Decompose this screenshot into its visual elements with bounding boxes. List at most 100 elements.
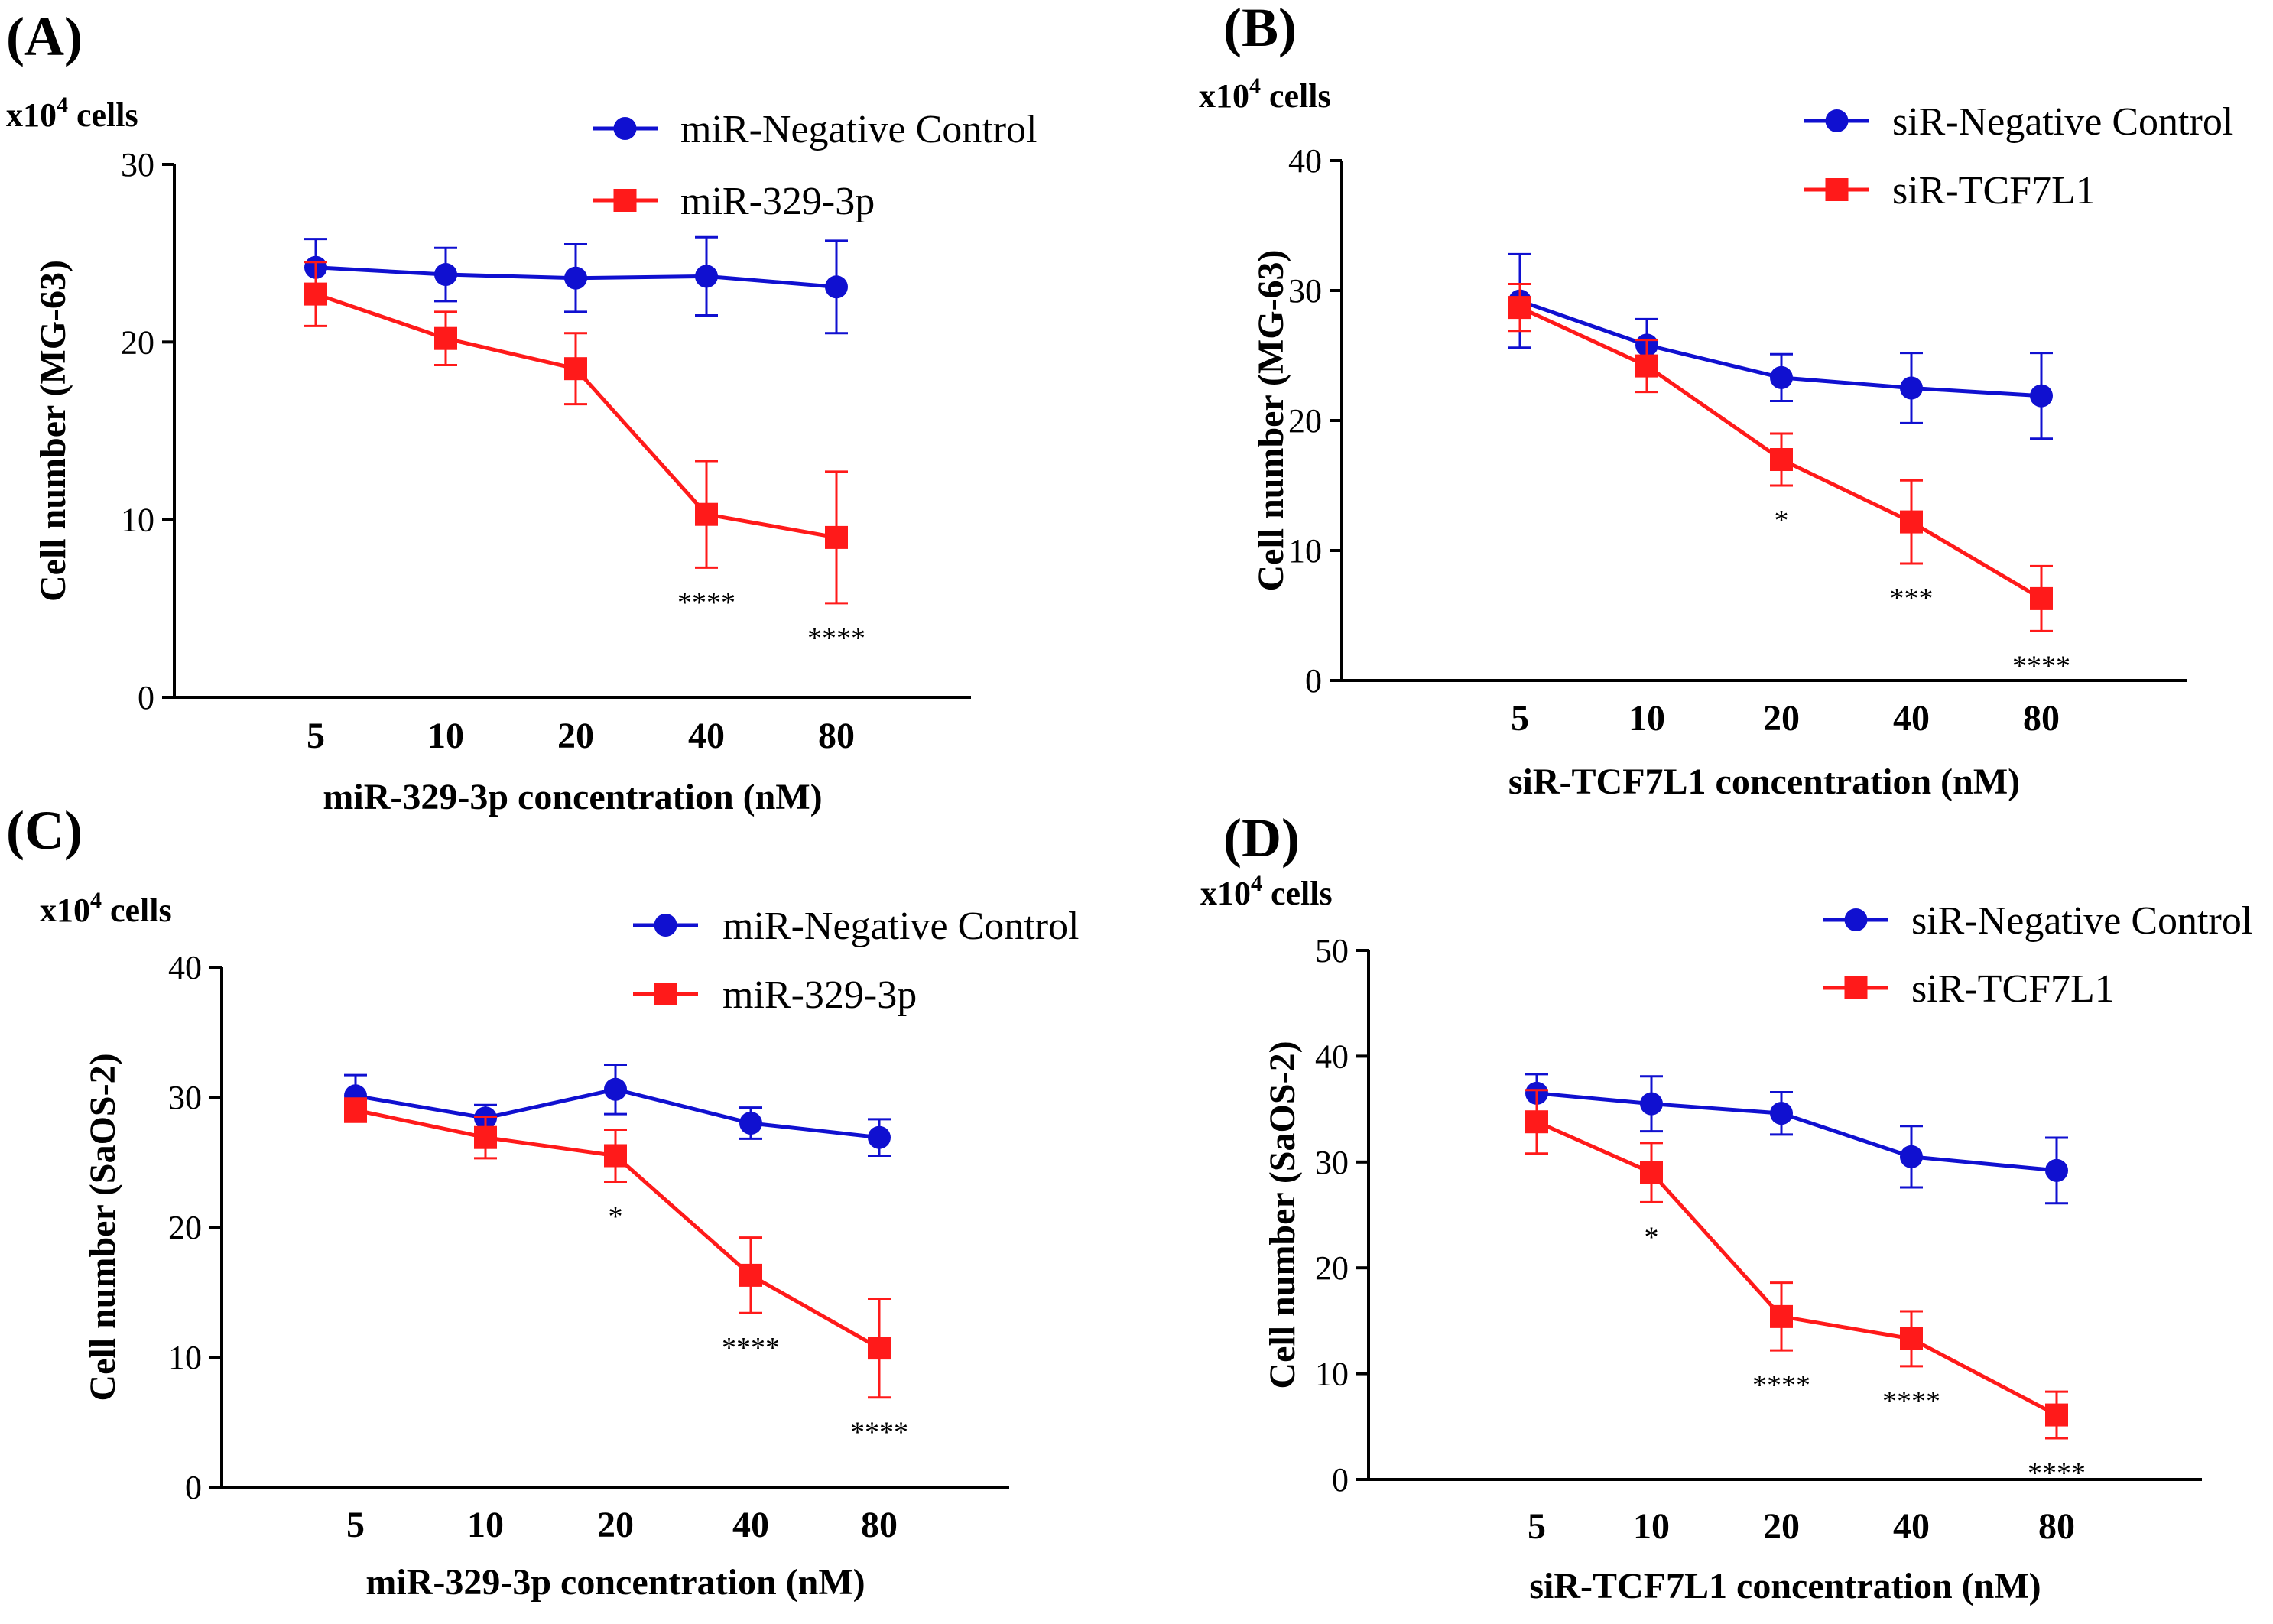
x-tick-label: 20: [557, 716, 594, 756]
data-point: [739, 1263, 762, 1287]
y-tick-label: 20: [1288, 402, 1322, 440]
legend-label: miR-329-3p: [722, 973, 917, 1017]
x-tick-label: 5: [346, 1505, 365, 1545]
x-tick-label: 5: [1511, 698, 1529, 739]
y-tick-label: 50: [1315, 932, 1349, 970]
panel-label: (B): [1223, 0, 1297, 58]
chart-panel-d: (D)x104 cells 0 10 20 30 40 50 5 10 20 40 80 Cell nu…: [1200, 807, 2252, 1606]
data-point: [434, 326, 457, 350]
y-tick-label: 40: [1288, 142, 1322, 180]
y-tick-label: 20: [121, 323, 154, 361]
legend-label: siR-Negative Control: [1911, 899, 2252, 943]
legend-marker: [654, 983, 677, 1005]
legend-label: miR-Negative Control: [680, 108, 1037, 151]
legend-label: siR-Negative Control: [1892, 100, 2233, 144]
y-axis-title: Cell number (SaOS-2): [83, 1053, 123, 1401]
series-treatment: [304, 261, 848, 605]
x-tick-label: 10: [1628, 698, 1665, 739]
series-treatment: [344, 1097, 891, 1399]
unit-label: x104 cells: [40, 888, 172, 929]
x-tick-label: 20: [1763, 698, 1800, 739]
series-control: [344, 1064, 891, 1157]
y-tick-label: 10: [168, 1339, 202, 1376]
x-tick-label: 80: [2023, 698, 2060, 739]
legend-label: siR-TCF7L1: [1911, 967, 2115, 1011]
significance-label: ****: [2028, 1457, 2086, 1489]
significance-label: *: [1775, 505, 1789, 537]
x-tick-label: 40: [688, 716, 725, 756]
x-tick-label: 80: [861, 1505, 898, 1545]
x-tick-label: 40: [732, 1505, 769, 1545]
data-point: [868, 1337, 891, 1360]
x-axis-title: miR-329-3p concentration (nM): [323, 777, 822, 817]
data-point: [474, 1125, 497, 1149]
significance-label: ***: [1890, 583, 1934, 615]
data-point: [825, 275, 848, 299]
significance-label: ****: [1882, 1385, 1940, 1418]
legend-marker: [1825, 109, 1849, 132]
data-point: [344, 1099, 367, 1122]
series-treatment: [1525, 1089, 2068, 1440]
panel-label: (D): [1223, 807, 1300, 869]
x-tick-label: 10: [427, 716, 464, 756]
legend-marker: [654, 914, 677, 937]
unit-label: x104 cells: [1199, 73, 1331, 115]
significance-label: ****: [722, 1332, 780, 1364]
significance-label: ****: [807, 622, 865, 654]
y-tick-label: 20: [1315, 1249, 1349, 1287]
series-treatment: [1508, 283, 2053, 632]
x-tick-label: 80: [2038, 1506, 2075, 1547]
data-point: [1770, 448, 1793, 471]
data-point: [304, 282, 327, 306]
data-point: [604, 1077, 627, 1101]
x-tick-label: 5: [307, 716, 325, 756]
data-point: [825, 525, 848, 549]
x-axis-title: siR-TCF7L1 concentration (nM): [1508, 762, 2020, 802]
data-point: [434, 263, 457, 287]
data-point: [564, 357, 587, 381]
x-tick-label: 20: [597, 1505, 634, 1545]
data-point: [1900, 1145, 1923, 1168]
data-point: [1635, 354, 1658, 378]
y-axis-title: Cell number (SaOS-2): [1262, 1041, 1303, 1389]
legend-marker: [613, 117, 637, 140]
legend-marker: [613, 189, 637, 212]
y-tick-label: 40: [1315, 1038, 1349, 1075]
chart-panel-c: (C) x104 cells 0 10 20 30 40 5 10 20 40 80 Cell numb…: [6, 800, 1079, 1603]
chart-panel-b: (B) x104 cells 0 10 20 30 40 5 10 20 40 80 Cell numb…: [1199, 0, 2233, 802]
data-point: [1525, 1110, 1548, 1134]
x-axis-title: miR-329-3p concentration (nM): [365, 1562, 865, 1603]
panel-label: (C): [6, 800, 83, 861]
data-point: [2030, 586, 2053, 610]
data-point: [1770, 1102, 1793, 1125]
data-point: [1640, 1161, 1663, 1184]
legend-marker: [1825, 178, 1849, 201]
y-tick-label: 30: [168, 1079, 202, 1116]
x-axis-title: siR-TCF7L1 concentration (nM): [1529, 1566, 2041, 1606]
y-axis-title: Cell number (MG-63): [33, 260, 73, 602]
x-tick-label: 80: [818, 716, 855, 756]
y-tick-label: 10: [1288, 532, 1322, 570]
significance-label: ****: [2012, 650, 2070, 682]
data-point: [564, 266, 587, 290]
y-tick-label: 30: [121, 146, 154, 184]
x-tick-label: 20: [1763, 1506, 1800, 1547]
y-tick-label: 30: [1288, 272, 1322, 310]
data-point: [1508, 296, 1531, 320]
data-point: [695, 265, 718, 288]
data-point: [1900, 1327, 1923, 1350]
data-point: [1770, 1304, 1793, 1328]
panel-label: (A): [6, 6, 83, 67]
y-tick-label: 10: [1315, 1356, 1349, 1393]
data-point: [739, 1112, 762, 1135]
data-point: [1900, 376, 1923, 400]
y-tick-label: 30: [1315, 1144, 1349, 1181]
data-point: [1900, 510, 1923, 534]
data-point: [1770, 365, 1793, 389]
series-control: [1508, 252, 2053, 440]
data-point: [604, 1144, 627, 1168]
y-axis-title: Cell number (MG-63): [1251, 249, 1291, 591]
legend-label: siR-TCF7L1: [1892, 169, 2096, 213]
series-line: [315, 292, 837, 540]
